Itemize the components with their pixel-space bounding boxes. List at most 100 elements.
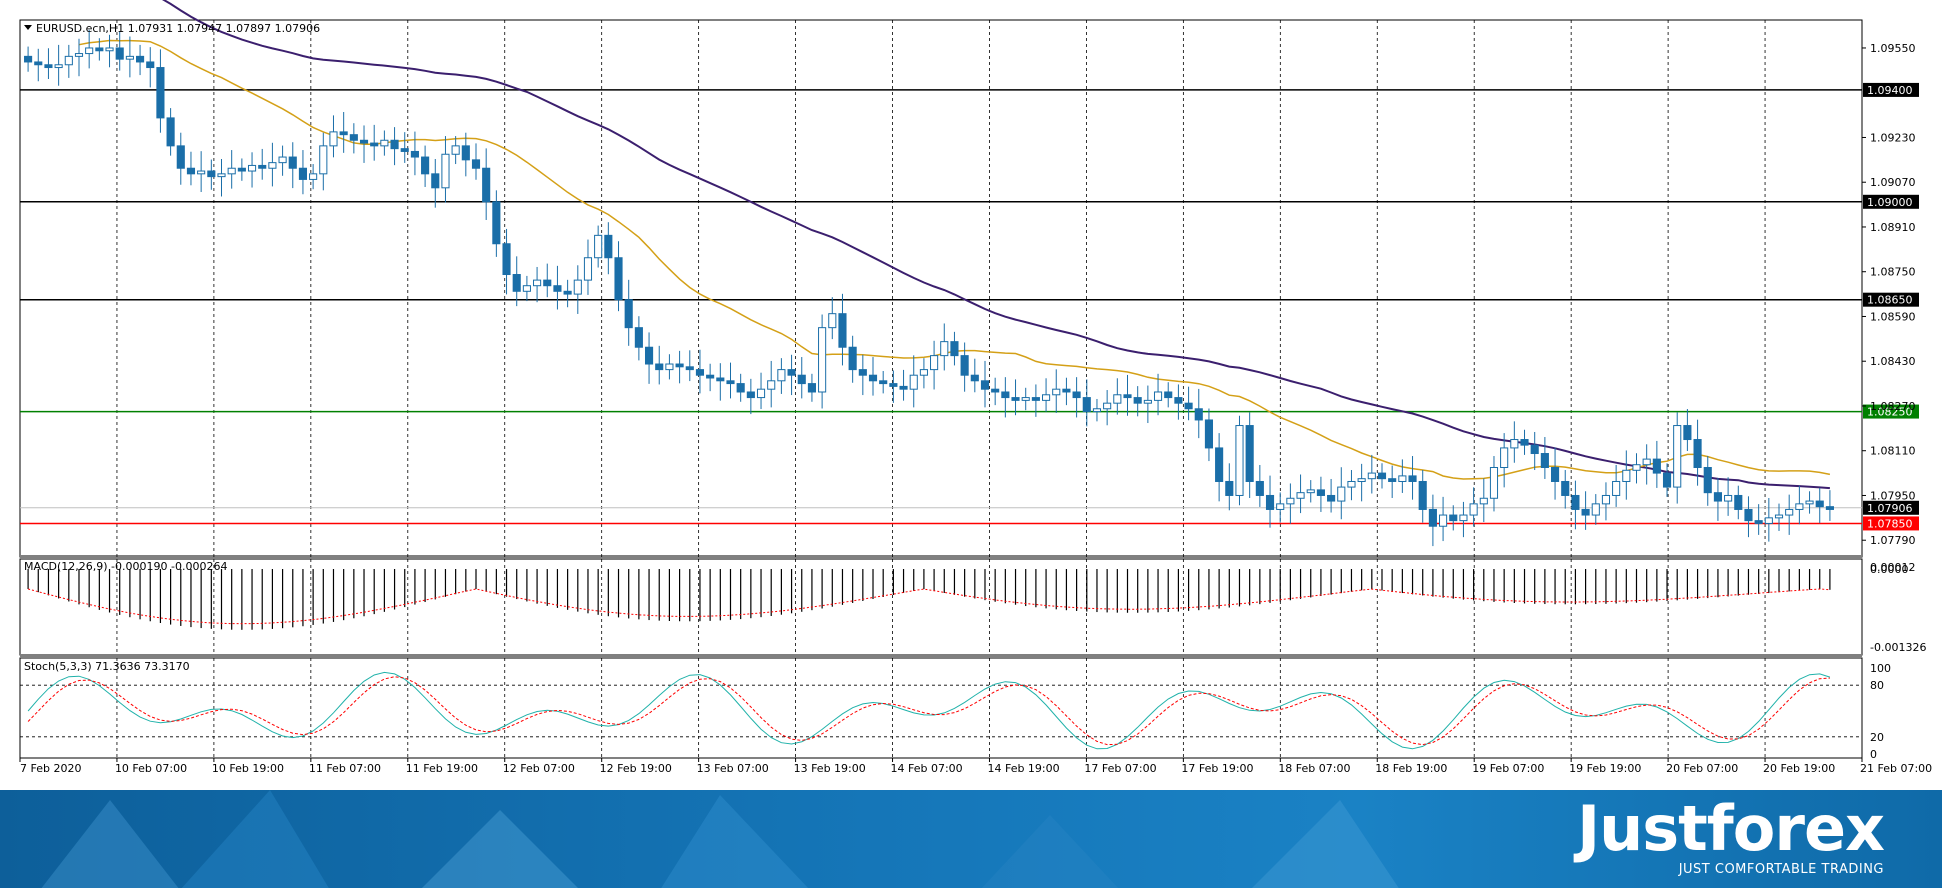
candle-body xyxy=(685,366,694,371)
x-tick-label: 12 Feb 19:00 xyxy=(600,762,672,775)
candle-body xyxy=(288,156,297,169)
candle-body xyxy=(1184,402,1193,410)
candle-body xyxy=(1367,472,1376,480)
candle-body xyxy=(1550,467,1560,482)
x-tick-label: 19 Feb 19:00 xyxy=(1569,762,1641,775)
candle-body xyxy=(787,369,796,376)
candle-body xyxy=(1357,478,1366,482)
candle-body xyxy=(400,148,409,152)
x-tick-label: 20 Feb 19:00 xyxy=(1763,762,1835,775)
candle-body xyxy=(1042,394,1051,401)
candle-body xyxy=(186,167,196,175)
candle-body xyxy=(1825,506,1834,510)
candle-body xyxy=(95,47,104,52)
candle-body xyxy=(268,162,277,169)
symbol-dropdown-icon[interactable] xyxy=(24,25,32,30)
candle-body xyxy=(909,374,918,390)
candle-body xyxy=(828,313,837,329)
candle-body xyxy=(1693,439,1702,468)
price-level-label: 1.08650 xyxy=(1867,294,1913,307)
symbol-info: EURUSD.ecn,H1 1.07931 1.07947 1.07897 1.… xyxy=(36,22,320,35)
axis-layer: 7 Feb 2020 10 Feb 07:00 10 Feb 19:00 11 Feb… xyxy=(19,42,1932,775)
stoch-sep-bar xyxy=(20,654,1862,658)
candle-body xyxy=(207,170,216,178)
candle-body xyxy=(1225,480,1234,496)
candle-body xyxy=(919,369,928,376)
candle-body xyxy=(1530,444,1539,455)
y-tick-label: 1.09230 xyxy=(1870,131,1916,144)
candle-body xyxy=(980,380,990,390)
candle-body xyxy=(512,274,521,292)
candle-body xyxy=(1245,425,1254,482)
candle-body xyxy=(736,383,745,393)
macd-sep-bar xyxy=(20,555,1862,559)
candle-body xyxy=(237,167,246,172)
candle-body xyxy=(1764,517,1773,524)
candle-body xyxy=(74,53,84,57)
candle-body xyxy=(1408,475,1417,482)
chart-svg: 1.09400 1.09000 1.08650 1.08250 1.07850 1.079… xyxy=(19,0,1932,775)
candle-body xyxy=(339,131,348,136)
y-tick-label: 1.08270 xyxy=(1870,400,1916,413)
candle-body xyxy=(1724,494,1733,502)
trading-chart[interactable]: 1.09400 1.09000 1.08650 1.08250 1.07850 1.079… xyxy=(0,0,1942,790)
candle-body xyxy=(1703,467,1712,494)
price-level-label: 1.09000 xyxy=(1867,196,1913,209)
candle-body xyxy=(247,164,257,172)
candle-body xyxy=(54,64,63,69)
candle-body xyxy=(410,150,419,158)
candle-body xyxy=(573,279,582,295)
candle-body xyxy=(1092,408,1102,413)
candle-body xyxy=(156,67,165,119)
x-tick-label: 18 Feb 19:00 xyxy=(1375,762,1447,775)
candle-body xyxy=(889,383,898,387)
candle-body xyxy=(1805,500,1814,505)
x-tick-label: 19 Feb 07:00 xyxy=(1472,762,1544,775)
candle-body xyxy=(1235,425,1244,496)
x-tick-label: 11 Feb 19:00 xyxy=(406,762,478,775)
candle-body xyxy=(706,374,715,379)
candle-body xyxy=(1622,469,1631,482)
candle-body xyxy=(309,173,318,180)
stoch-tick-label: 0 xyxy=(1870,748,1877,761)
candle-body xyxy=(492,201,501,245)
moving-average-layer xyxy=(78,0,1831,490)
candle-body xyxy=(44,64,53,69)
candle-body xyxy=(848,346,857,371)
candle-body xyxy=(1489,467,1499,499)
candle-body xyxy=(1428,508,1437,527)
macd-label: MACD(12,26,9) -0.000190 -0.000264 xyxy=(24,560,227,573)
macd-layer xyxy=(27,569,1831,630)
candle-body xyxy=(1204,419,1214,449)
candle-body xyxy=(64,55,73,66)
macd-tick-label: 0.00012 xyxy=(1870,561,1916,574)
candle-body xyxy=(451,145,460,155)
candle-body xyxy=(1642,458,1651,466)
candle-body xyxy=(502,243,511,276)
candle-body xyxy=(166,117,175,147)
candle-body xyxy=(1449,514,1458,522)
candle-body xyxy=(1612,480,1621,496)
brand-banner: Justforex JUST COMFORTABLE TRADING xyxy=(0,790,1942,888)
grid-layer xyxy=(116,20,1766,758)
candle-body xyxy=(1520,439,1529,446)
banner-shape xyxy=(40,800,180,888)
candle-body xyxy=(1194,408,1203,421)
candle-body xyxy=(1265,494,1275,510)
candle-body xyxy=(258,164,267,169)
x-tick-label: 10 Feb 19:00 xyxy=(212,762,284,775)
candle-body xyxy=(146,61,155,69)
candle-body xyxy=(24,55,33,63)
banner-shape xyxy=(180,790,330,888)
candle-body xyxy=(665,363,674,371)
price-level-tag xyxy=(1863,516,1919,531)
candle-body xyxy=(1439,514,1448,527)
candle-body xyxy=(1113,394,1122,404)
x-tick-label: 14 Feb 19:00 xyxy=(987,762,1059,775)
candle-body xyxy=(1133,397,1142,404)
candle-body xyxy=(370,142,379,147)
candle-body xyxy=(594,234,603,259)
candle-body xyxy=(1683,425,1692,441)
candle-body xyxy=(970,374,979,382)
candle-body xyxy=(1001,391,1010,399)
